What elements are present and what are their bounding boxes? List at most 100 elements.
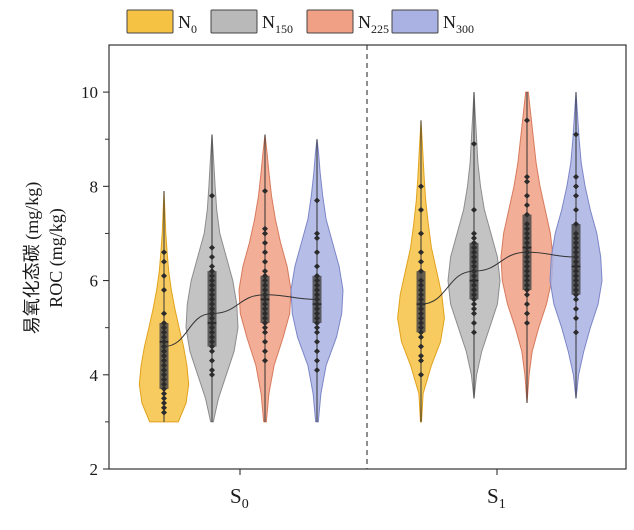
data-point <box>161 286 167 293</box>
data-point <box>471 206 477 213</box>
data-point <box>418 357 424 364</box>
y-axis: 2 4 6 8 10 <box>81 83 109 479</box>
data-point <box>314 310 320 317</box>
data-point <box>471 230 477 237</box>
data-point <box>209 301 215 308</box>
data-point <box>418 206 424 213</box>
data-point <box>524 221 530 228</box>
legend-swatch <box>391 9 439 34</box>
data-point <box>262 277 268 284</box>
data-point <box>161 376 167 383</box>
data-point <box>314 357 320 364</box>
data-point <box>471 254 477 260</box>
data-point <box>471 291 477 298</box>
data-point <box>262 249 268 256</box>
data-point <box>524 258 530 265</box>
data-point <box>314 286 320 293</box>
data-point <box>314 230 320 237</box>
data-point <box>471 301 477 308</box>
data-point <box>418 286 424 293</box>
violin-group <box>238 134 292 423</box>
y-tick-label: 6 <box>90 272 99 291</box>
data-point <box>573 230 579 237</box>
data-point <box>209 324 215 331</box>
data-point <box>524 235 530 242</box>
data-point <box>161 371 167 378</box>
data-point <box>161 400 167 407</box>
data-point <box>161 385 167 392</box>
data-point <box>314 338 320 345</box>
data-point <box>471 244 477 251</box>
data-point <box>573 183 579 190</box>
legend-label: N300 <box>443 12 474 36</box>
data-point <box>262 272 268 279</box>
data-point <box>209 296 215 303</box>
data-point <box>418 277 424 284</box>
data-point <box>262 329 268 336</box>
data-point <box>524 277 530 284</box>
data-point <box>209 343 215 350</box>
violins <box>138 91 603 423</box>
legend-swatch <box>126 9 174 34</box>
data-point <box>161 258 167 265</box>
data-point <box>573 291 579 298</box>
data-point <box>524 291 530 298</box>
data-point <box>573 329 579 336</box>
data-point <box>524 268 530 275</box>
data-point <box>314 277 320 284</box>
data-point <box>262 230 268 237</box>
data-point <box>418 249 424 256</box>
data-point <box>209 277 215 284</box>
data-point <box>418 291 424 298</box>
data-point <box>209 371 215 378</box>
data-point <box>573 268 579 275</box>
data-point <box>573 258 579 265</box>
data-point <box>573 244 579 251</box>
data-point <box>471 249 477 256</box>
data-point <box>209 282 215 289</box>
data-point <box>314 324 320 331</box>
data-point <box>262 268 268 275</box>
data-point <box>573 263 579 270</box>
legend: N0 N150 N225 N300 <box>126 9 474 36</box>
data-point <box>209 348 215 355</box>
y-tick-label: 2 <box>90 460 99 479</box>
x-group-label: S1 <box>487 484 506 512</box>
data-point <box>161 409 167 416</box>
data-point <box>314 301 320 308</box>
violin-group <box>138 190 190 423</box>
data-point <box>573 286 579 293</box>
data-point <box>471 286 477 293</box>
data-point <box>524 192 530 199</box>
legend-label: N225 <box>358 12 389 36</box>
data-point <box>418 371 424 378</box>
legend-swatch <box>210 9 258 34</box>
data-point <box>161 362 167 369</box>
data-point <box>573 206 579 213</box>
mean-trend-lines <box>163 251 577 348</box>
data-point <box>573 239 579 246</box>
violin-group <box>549 92 603 399</box>
data-point <box>471 263 477 270</box>
violin-group <box>290 139 344 423</box>
data-point <box>524 310 530 317</box>
data-point <box>524 239 530 246</box>
data-point <box>524 286 530 293</box>
legend-label: N0 <box>178 12 197 36</box>
data-point <box>471 310 477 317</box>
x-axis: S0 S1 <box>230 469 506 512</box>
data-point <box>418 334 424 341</box>
data-point <box>524 173 530 180</box>
y-axis-title-en: ROC (mg/kg) <box>46 208 67 308</box>
data-point <box>314 263 320 270</box>
data-point <box>262 324 268 331</box>
data-point <box>418 268 424 275</box>
data-point <box>209 315 215 322</box>
y-axis-title-cn: 易氧化态碳 (mg/kg) <box>22 182 43 335</box>
data-point <box>524 230 530 237</box>
data-point <box>161 338 167 345</box>
data-point <box>471 140 477 147</box>
data-point <box>161 352 167 359</box>
data-point <box>314 319 320 326</box>
data-point <box>262 310 268 317</box>
